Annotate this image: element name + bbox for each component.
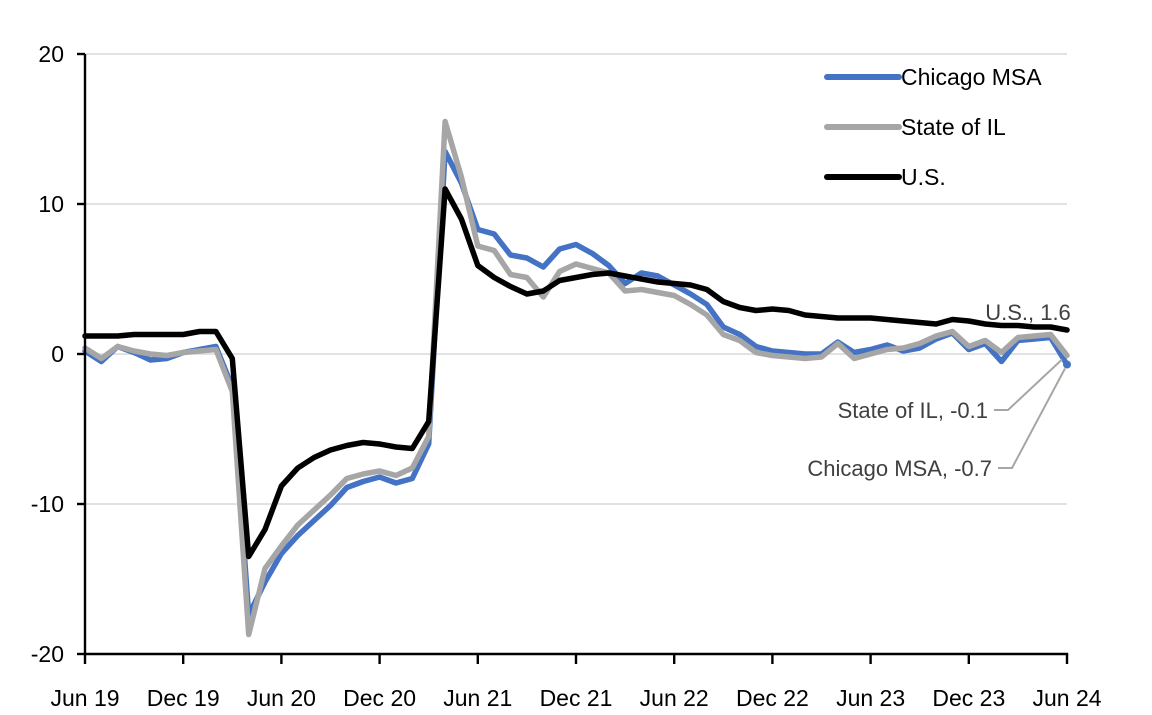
x-axis-label: Jun 19 bbox=[50, 685, 119, 711]
series-line-state-of-il bbox=[82, 118, 1070, 638]
x-axis-label: Dec 19 bbox=[147, 685, 220, 711]
series-lines bbox=[82, 118, 1070, 638]
x-axis-label: Dec 23 bbox=[932, 685, 1005, 711]
x-axis-label: Jun 24 bbox=[1032, 685, 1101, 711]
annotation-leader-chicago bbox=[998, 368, 1066, 469]
legend-item-u-s: U.S. bbox=[824, 164, 946, 190]
y-axis-label: -20 bbox=[31, 641, 64, 667]
legend-label-state-of-il: State of IL bbox=[901, 114, 1006, 140]
x-axis-label: Dec 21 bbox=[540, 685, 613, 711]
x-axis-label: Dec 22 bbox=[736, 685, 809, 711]
x-axis-label: Jun 23 bbox=[836, 685, 905, 711]
legend: Chicago MSA State of IL U.S. bbox=[824, 64, 1042, 190]
legend-label-chicago-msa: Chicago MSA bbox=[901, 64, 1042, 90]
x-axis-label: Jun 22 bbox=[640, 685, 709, 711]
y-axis-label: 20 bbox=[38, 41, 64, 67]
x-axis-label: Jun 20 bbox=[247, 685, 316, 711]
series-endpoint-chicago-msa bbox=[1063, 360, 1071, 369]
x-axis-labels: Jun 19 Dec 19 Jun 20 Dec 20 Jun 21 Dec 21 Jun … bbox=[50, 685, 1101, 711]
annotation-chicago: Chicago MSA, -0.7 bbox=[807, 456, 992, 481]
x-axis-label: Jun 21 bbox=[443, 685, 512, 711]
legend-item-chicago-msa: Chicago MSA bbox=[824, 64, 1042, 90]
annotation-il: State of IL, -0.1 bbox=[838, 398, 988, 423]
legend-label-u-s: U.S. bbox=[901, 164, 946, 190]
series-line-u-s bbox=[82, 186, 1070, 560]
y-axis-labels: 20 10 0 -10 -20 bbox=[31, 41, 64, 667]
annotations: U.S., 1.6 State of IL, -0.1 Chicago MSA, -… bbox=[807, 300, 1070, 481]
annotation-leader-il bbox=[994, 358, 1063, 411]
legend-item-state-of-il: State of IL bbox=[824, 114, 1006, 140]
axes bbox=[77, 52, 1069, 664]
y-axis-label: -10 bbox=[31, 491, 64, 517]
y-axis-label: 10 bbox=[38, 191, 64, 217]
x-axis-label: Dec 20 bbox=[343, 685, 416, 711]
y-axis-label: 0 bbox=[51, 341, 64, 367]
annotation-us: U.S., 1.6 bbox=[985, 300, 1071, 325]
